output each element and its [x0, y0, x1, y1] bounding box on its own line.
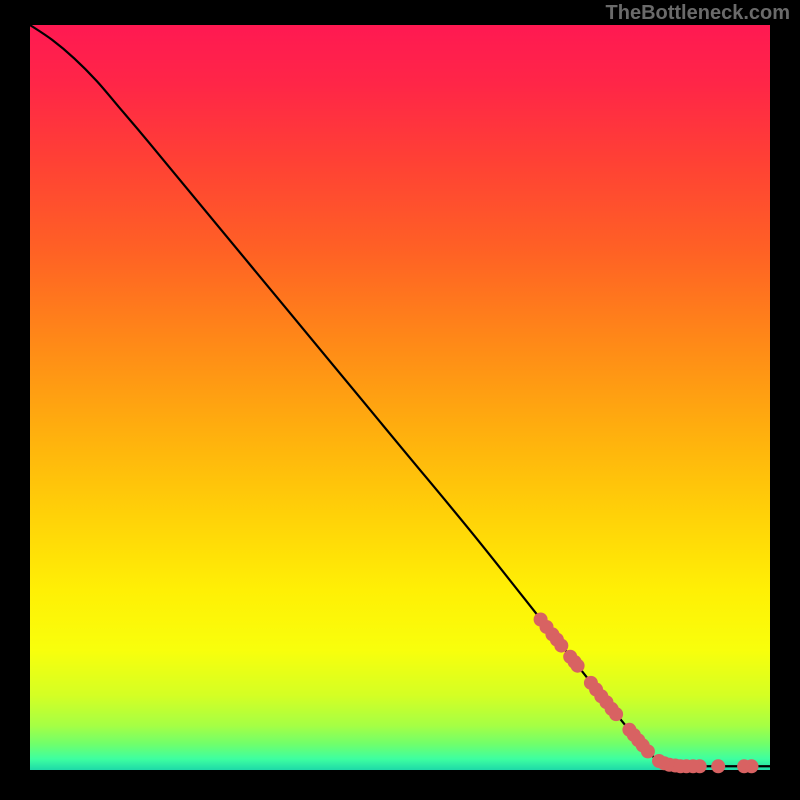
- chart-marker: [745, 759, 759, 773]
- watermark-text: TheBottleneck.com: [606, 2, 790, 25]
- chart-background: [30, 25, 770, 770]
- chart-container: [0, 0, 800, 800]
- chart-marker: [571, 659, 585, 673]
- chart-marker: [609, 707, 623, 721]
- chart-marker: [693, 759, 707, 773]
- chart-marker: [711, 759, 725, 773]
- chart-svg: [0, 0, 800, 800]
- chart-marker: [641, 744, 655, 758]
- chart-marker: [554, 639, 568, 653]
